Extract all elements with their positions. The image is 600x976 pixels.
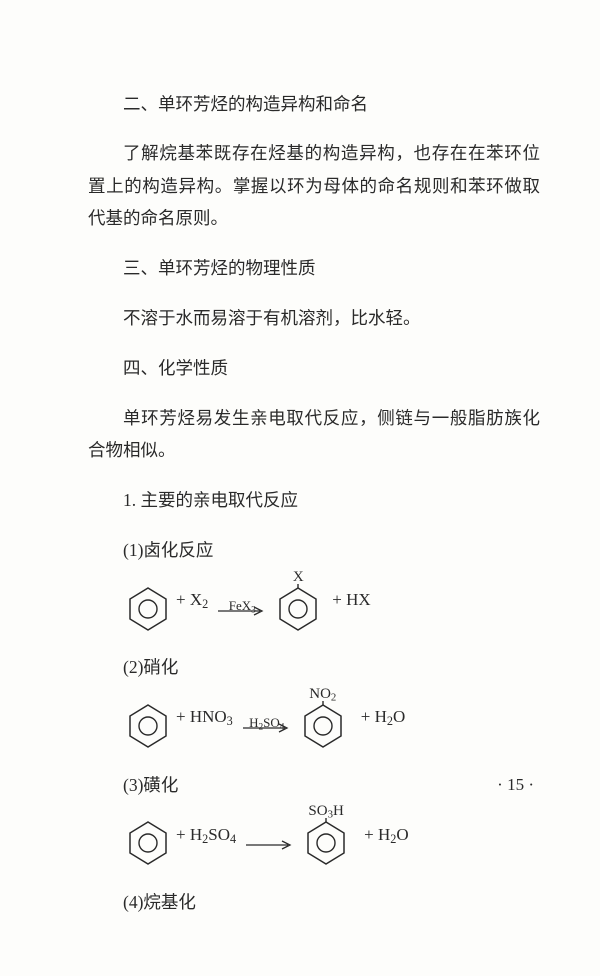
reagent-sub: 3 xyxy=(227,714,233,728)
section-2-title: 二、单环芳烃的构造异构和命名 xyxy=(88,88,540,120)
reaction-4-title: (4)烷基化 xyxy=(88,886,540,918)
reaction-3-title: (3)磺化 xyxy=(88,769,540,801)
benzene-icon xyxy=(126,701,170,751)
page-number: · 15 · xyxy=(497,775,534,795)
byproduct-text: + H xyxy=(364,825,390,844)
reaction-2-scheme: + HNO3 H2SO4 NO2 + H2O xyxy=(126,701,540,751)
byproduct-text: + HX xyxy=(332,584,370,615)
reagent-text: + HNO xyxy=(176,707,227,726)
reagent-sub: 2 xyxy=(202,597,208,611)
page-content: 二、单环芳烃的构造异构和命名 了解烷基苯既存在烃基的构造异构，也存在在苯环位置上… xyxy=(0,0,600,976)
reaction-3-scheme: + H2SO4 SO3H + H2O xyxy=(126,818,540,868)
product-benzene-icon: SO3H xyxy=(304,818,348,868)
arrow-icon: FeX3 xyxy=(218,594,266,616)
reaction-1-scheme: + X2 FeX3 X + HX xyxy=(126,584,540,634)
product-benzene-icon: NO2 xyxy=(301,701,345,751)
reagent-text: + H xyxy=(176,825,202,844)
benzene-icon xyxy=(126,818,170,868)
substituent-text2: H xyxy=(333,803,344,819)
substituent-text: NO xyxy=(309,686,331,702)
section-3-title: 三、单环芳烃的物理性质 xyxy=(88,252,540,284)
byproduct-text2: O xyxy=(396,825,408,844)
reagent-text: + X xyxy=(176,590,202,609)
byproduct-text: + H xyxy=(361,707,387,726)
section-2-body: 了解烷基苯既存在烃基的构造异构，也存在在苯环位置上的构造异构。掌握以环为母体的命… xyxy=(88,137,540,234)
reagent-sub2: 4 xyxy=(230,832,236,846)
arrow-icon: H2SO4 xyxy=(243,711,291,733)
byproduct-text2: O xyxy=(393,707,405,726)
section-3-body: 不溶于水而易溶于有机溶剂，比水轻。 xyxy=(88,302,540,334)
substituent-text: X xyxy=(293,564,304,592)
reaction-2-title: (2)硝化 xyxy=(88,651,540,683)
substituent-sub: 2 xyxy=(331,692,336,704)
benzene-icon xyxy=(126,584,170,634)
reagent-text2: SO xyxy=(208,825,230,844)
section-4-body: 单环芳烃易发生亲电取代反应，侧链与一般脂肪族化合物相似。 xyxy=(88,402,540,467)
section-4-title: 四、化学性质 xyxy=(88,352,540,384)
arrow-icon xyxy=(246,828,294,850)
reaction-1-title: (1)卤化反应 xyxy=(88,534,540,566)
product-benzene-icon: X xyxy=(276,584,320,634)
sub-1-title: 1. 主要的亲电取代反应 xyxy=(88,484,540,516)
substituent-text: SO xyxy=(308,803,327,819)
